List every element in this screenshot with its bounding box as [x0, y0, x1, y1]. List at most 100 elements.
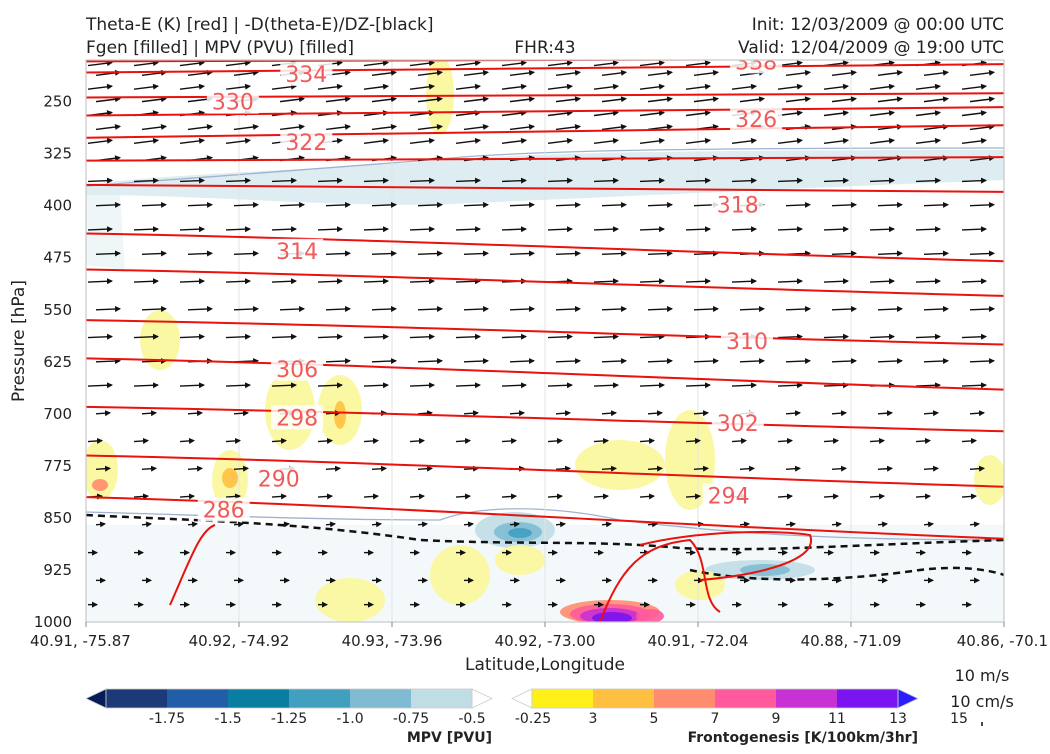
wind-vector — [501, 83, 527, 90]
y-tick-label: 925 — [43, 561, 72, 579]
wind-vector — [325, 96, 351, 103]
mpv-colorbar: -1.75 -1.5 -1.25 -1.0 -0.75 -0.5 -0.25 — [85, 688, 551, 727]
wind-vector — [225, 278, 251, 285]
wind-vector — [869, 437, 885, 444]
wind-vector — [731, 437, 747, 444]
wind-vector — [639, 493, 655, 500]
wind-vector — [141, 250, 167, 257]
wind-vector — [279, 96, 305, 103]
wind-vector — [547, 83, 573, 90]
wind-vector — [923, 69, 949, 76]
colorbar-swatch — [106, 689, 168, 708]
wind-vector — [823, 177, 849, 184]
wind-vector — [777, 493, 793, 500]
wind-vector — [739, 305, 765, 312]
wind-vector — [969, 96, 995, 103]
wind-vector — [961, 493, 977, 500]
wind-vector — [95, 124, 121, 131]
wind-vector — [363, 60, 389, 67]
wind-vector — [593, 226, 619, 233]
wind-vector — [555, 250, 581, 257]
theta-e-label-bg — [280, 129, 333, 154]
wind-vector — [823, 110, 849, 117]
wind-vector — [463, 358, 489, 365]
wind-vector — [225, 437, 241, 444]
y-tick-label: 400 — [43, 197, 72, 215]
wind-vector — [639, 177, 665, 184]
wind-vector — [133, 382, 159, 389]
wind-vector — [823, 83, 849, 90]
filled-blob-2 — [508, 528, 532, 538]
wind-vector — [509, 201, 535, 208]
wind-vector — [869, 177, 895, 184]
wind-vector — [739, 465, 755, 472]
wind-vector — [455, 83, 481, 90]
theta-e-line-surface — [169, 524, 216, 606]
wind-vector — [95, 96, 121, 103]
wind-vector — [409, 493, 425, 500]
wind-vector — [961, 83, 987, 90]
wind-vector — [371, 465, 387, 472]
gridlines — [86, 60, 1004, 622]
wind-vector — [647, 521, 658, 528]
mpv-colorbar-label: MPV [PVU] — [407, 730, 492, 746]
wind-vector — [555, 69, 581, 76]
wind-vector — [87, 83, 113, 90]
filled-blob-11 — [575, 440, 665, 490]
x-tick-label: 40.86, -70.1 — [957, 632, 1048, 650]
wind-vector — [279, 201, 305, 208]
wind-vector — [95, 465, 111, 472]
wind-vector — [417, 305, 443, 312]
wind-vector — [877, 465, 893, 472]
wind-vector — [187, 410, 203, 417]
wind-vector — [823, 333, 849, 340]
wind-vector — [601, 410, 617, 417]
wind-vector — [785, 69, 811, 76]
theta-e-label-bg — [206, 89, 259, 114]
wind-vector — [409, 226, 435, 233]
colorbar-tick-label: 13 — [889, 711, 907, 727]
wind-vector — [639, 60, 665, 67]
wind-vector — [417, 358, 443, 365]
wind-vector — [547, 60, 573, 67]
wind-vector — [923, 305, 949, 312]
wind-vector — [187, 521, 198, 528]
wind-vector — [823, 226, 849, 233]
wind-vector — [777, 83, 803, 90]
fgen-colorbar: 3 5 7 9 11 13 15 — [511, 688, 968, 727]
wind-vector — [969, 305, 995, 312]
wind-vector — [923, 465, 939, 472]
x-tick-label: 40.92, -74.92 — [189, 632, 290, 650]
wind-vector — [417, 96, 443, 103]
wind-vector — [279, 124, 305, 131]
wind-vector — [371, 521, 382, 528]
wind-vector — [647, 410, 663, 417]
wind-vector — [371, 96, 397, 103]
wind-vector — [601, 96, 627, 103]
colorbar-swatch — [593, 689, 655, 708]
wind-vector — [777, 177, 803, 184]
wind-vector — [785, 305, 811, 312]
theta-e-line-10 — [86, 357, 1004, 391]
wind-vector — [87, 226, 113, 233]
wind-vector — [915, 110, 941, 117]
colorbar-swatch — [289, 689, 351, 708]
theta-e-label-338: 338 — [735, 50, 777, 75]
theta-e-label-294: 294 — [708, 485, 750, 510]
wind-vector — [95, 521, 106, 528]
wind-vector — [647, 250, 673, 257]
filled-blob-24 — [334, 401, 346, 429]
wind-vector — [233, 250, 259, 257]
wind-vector — [417, 521, 428, 528]
wind-vector — [95, 201, 121, 208]
theta-e-label-bg — [730, 106, 783, 131]
wind-vector — [877, 201, 903, 208]
wind-reference-horizontal: 10 m/s — [955, 666, 1010, 685]
x-tick-label: 40.93, -73.96 — [342, 632, 443, 650]
wind-vector — [731, 382, 757, 389]
wind-vector — [647, 96, 673, 103]
y-tick-label: 250 — [43, 93, 72, 111]
wind-vector — [417, 250, 443, 257]
wind-vector — [547, 493, 563, 500]
wind-vector — [363, 333, 389, 340]
